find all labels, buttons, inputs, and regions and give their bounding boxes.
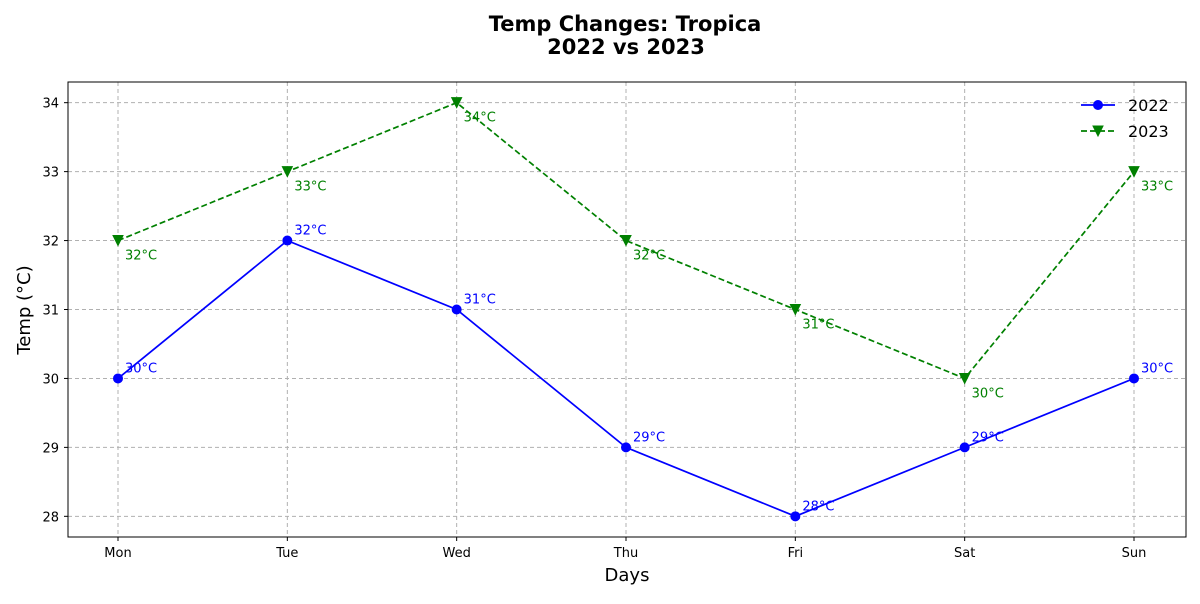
grid-layer [68,82,1186,537]
series-2023-point [789,304,802,316]
y-axis-label: Temp (°C) [14,265,35,355]
series-2023-point [620,235,632,247]
series-2023-data-label: 33°C [1141,180,1173,195]
series-2023-data-label: 33°C [294,180,326,195]
series-2022-data-label: 30°C [125,361,157,376]
series-2022-data-label: 32°C [294,224,326,239]
x-tick-label: Mon [104,546,131,561]
series-2023-data-label: 30°C [972,386,1004,401]
series-2022-point [282,235,293,246]
series-2022-data-label: 30°C [1141,361,1173,376]
chart-title-line-1: Temp Changes: Tropica [489,12,762,36]
y-tick-label: 33 [42,166,59,181]
legend-item-2022-marker [1093,100,1103,110]
series-2023-point [958,372,971,385]
y-tick-label: 30 [42,372,59,387]
series-2022-point [1129,373,1139,384]
legend-item-2022-label: 2022 [1128,96,1169,115]
legend-item-2022: 2022 [1081,96,1169,115]
legend-item-2023: 2023 [1081,122,1169,141]
series-2023-point [450,97,463,109]
y-tick-label: 29 [42,441,59,456]
legend-item-2023-label: 2023 [1128,122,1169,141]
chart-title-line-2: 2022 vs 2023 [547,35,705,59]
series-2023-data-label: 31°C [802,318,834,333]
x-tick-label: Sat [954,546,975,561]
series-2022-data-label: 31°C [464,293,496,308]
x-tick-label: Wed [442,546,470,561]
series-2023-point [112,235,124,247]
series-2023-data-label: 32°C [633,249,665,264]
series-2023-point [1128,166,1140,178]
data-labels-layer: 30°C 32°C 31°C 29°C 28°C 29°C 30°C 32°C 33°C 34°C… [125,111,1173,515]
series-2022-data-label: 29°C [633,430,665,445]
y-tick-label: 32 [42,235,59,250]
series-2022-point [790,511,801,522]
series-2022-point [959,442,970,453]
x-tick-label: Tue [275,546,298,561]
x-tick-label: Fri [788,546,804,561]
series-2022-point [621,442,631,453]
series-2022-data-label: 29°C [972,430,1004,445]
x-tick-label: Thu [613,546,638,561]
series-2023-data-label: 32°C [125,249,157,264]
series-2023-group [112,97,1140,385]
series-layer [112,97,1140,522]
y-tick-label: 28 [42,510,59,525]
series-2022-data-label: 28°C [802,499,834,514]
x-axis-label: Days [605,565,650,586]
y-tick-label: 31 [42,304,59,319]
ticks-layer: Mon Tue Wed Thu Fri Sat Sun 28 29 30 31 32 33 34 [42,97,1146,561]
y-tick-label: 34 [42,97,59,112]
legend: 2022 2023 [1081,96,1169,141]
series-2022-point [113,373,123,384]
legend-item-2023-marker [1092,125,1104,138]
series-2023-data-label: 34°C [464,111,496,126]
x-tick-label: Sun [1122,546,1147,561]
series-2022-group [113,235,1139,522]
series-2023-point [281,166,294,178]
series-2022-point [451,304,462,315]
